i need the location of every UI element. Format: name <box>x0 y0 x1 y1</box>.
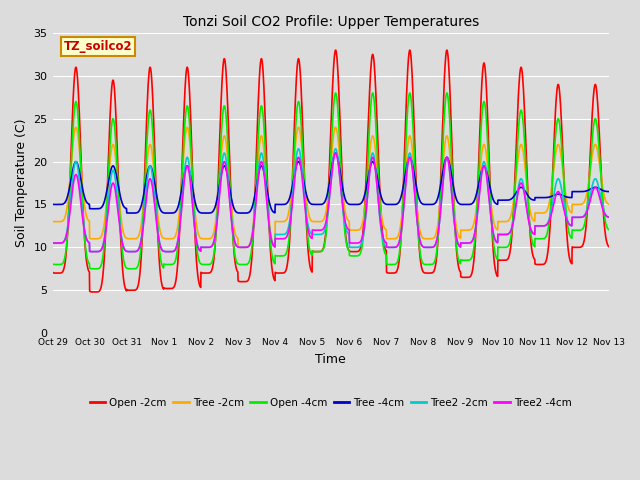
Title: Tonzi Soil CO2 Profile: Upper Temperatures: Tonzi Soil CO2 Profile: Upper Temperatur… <box>182 15 479 29</box>
Y-axis label: Soil Temperature (C): Soil Temperature (C) <box>15 119 28 247</box>
X-axis label: Time: Time <box>316 352 346 366</box>
Legend: Open -2cm, Tree -2cm, Open -4cm, Tree -4cm, Tree2 -2cm, Tree2 -4cm: Open -2cm, Tree -2cm, Open -4cm, Tree -4… <box>85 394 576 412</box>
Text: TZ_soilco2: TZ_soilco2 <box>63 40 132 53</box>
